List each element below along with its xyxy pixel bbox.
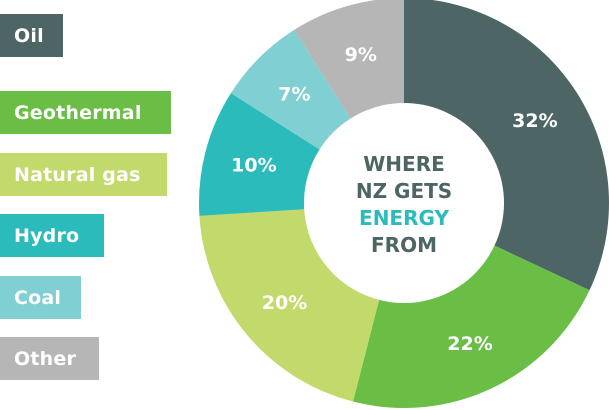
slice-label-oil: 32%	[512, 110, 557, 132]
slice-label-natural-gas: 20%	[262, 292, 307, 314]
legend-item-geothermal: Geothermal	[0, 91, 171, 134]
legend-item-hydro: Hydro	[0, 214, 104, 257]
donut-hole	[304, 103, 504, 303]
chart-title-line-4: FROM	[371, 233, 437, 257]
slice-label-hydro: 10%	[231, 154, 276, 176]
legend-item-natural-gas: Natural gas	[0, 153, 167, 196]
slice-label-geothermal: 22%	[447, 333, 492, 355]
legend-item-other: Other	[0, 337, 99, 380]
legend-item-coal: Coal	[0, 276, 81, 319]
slice-label-coal: 7%	[278, 83, 310, 105]
slice-label-other: 9%	[345, 44, 377, 66]
chart-title-line-1: WHERE	[363, 152, 445, 176]
chart-title-line-2: NZ GETS	[356, 179, 452, 203]
legend-item-oil: Oil	[0, 14, 63, 57]
donut-slice-labels: 32% 22% 20% 10% 7% 9%	[231, 44, 557, 355]
chart-title: WHERE NZ GETS ENERGY FROM	[356, 152, 452, 257]
chart-title-line-3: ENERGY	[359, 206, 449, 230]
